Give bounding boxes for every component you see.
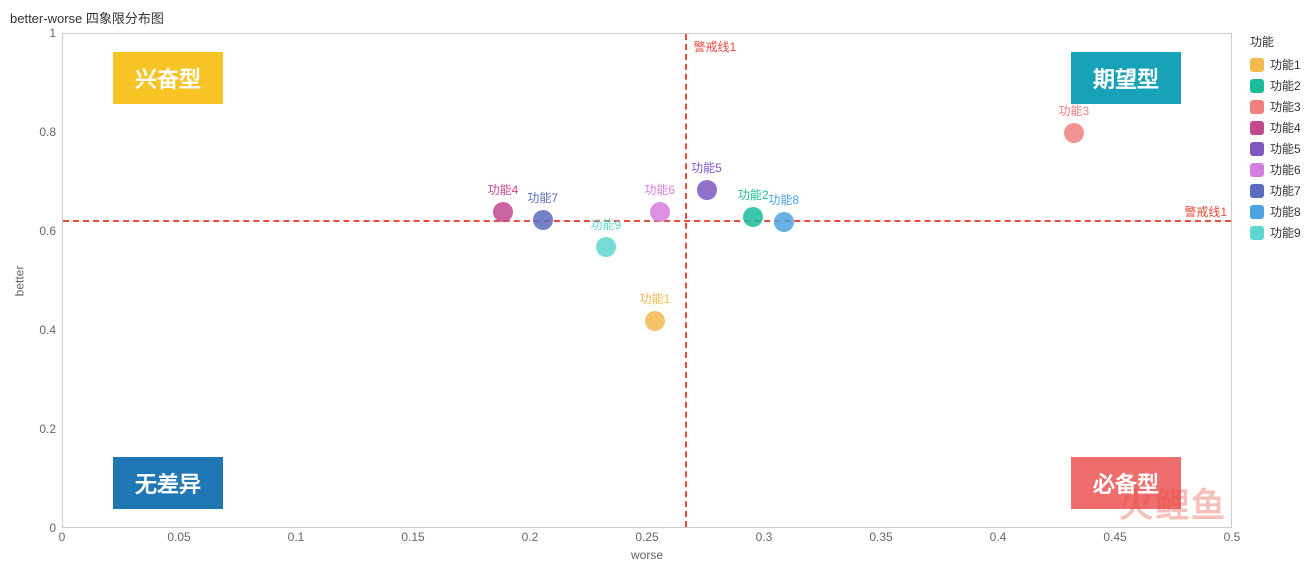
warning-line-vertical xyxy=(685,34,687,527)
x-tick: 0.1 xyxy=(288,530,305,544)
legend-item-1[interactable]: 功能1 xyxy=(1250,56,1301,73)
warning-line-h-label: 警戒线1 xyxy=(1184,203,1227,220)
point-8[interactable] xyxy=(774,212,794,232)
x-tick: 0.45 xyxy=(1103,530,1126,544)
x-tick: 0.4 xyxy=(990,530,1007,544)
legend-label: 功能3 xyxy=(1270,98,1301,115)
point-1[interactable] xyxy=(645,311,665,331)
y-axis-label-box: better xyxy=(8,33,30,528)
quadrant-box-nodiff: 无差异 xyxy=(113,457,223,509)
x-tick: 0.25 xyxy=(635,530,658,544)
legend-label: 功能2 xyxy=(1270,77,1301,94)
legend-item-7[interactable]: 功能7 xyxy=(1250,182,1301,199)
legend-swatch-icon xyxy=(1250,121,1264,135)
legend-swatch-icon xyxy=(1250,58,1264,72)
legend-item-2[interactable]: 功能2 xyxy=(1250,77,1301,94)
legend-item-9[interactable]: 功能9 xyxy=(1250,224,1301,241)
point-2[interactable] xyxy=(743,207,763,227)
point-label-2: 功能2 xyxy=(738,186,769,203)
x-tick: 0.3 xyxy=(756,530,773,544)
legend-swatch-icon xyxy=(1250,79,1264,93)
point-9[interactable] xyxy=(596,237,616,257)
legend-label: 功能1 xyxy=(1270,56,1301,73)
legend-swatch-icon xyxy=(1250,100,1264,114)
point-label-3: 功能3 xyxy=(1059,102,1090,119)
warning-line-v-label: 警戒线1 xyxy=(693,38,736,55)
point-label-4: 功能4 xyxy=(488,181,519,198)
y-tick: 0.6 xyxy=(39,224,56,238)
point-label-7: 功能7 xyxy=(527,189,558,206)
legend-swatch-icon xyxy=(1250,226,1264,240)
legend: 功能 功能1 功能2 功能3 功能4 功能5 功能6 功能7 功能8 功能9 xyxy=(1250,33,1301,245)
legend-title: 功能 xyxy=(1250,33,1301,50)
plot-column: 警戒线1 警戒线1 兴奋型 期望型无差异 必备型 功能1 功能2 功能3 功能4 功能5 功能6 功能… xyxy=(62,33,1232,562)
x-tick: 0 xyxy=(59,530,66,544)
y-tick: 1 xyxy=(49,26,56,40)
point-label-9: 功能9 xyxy=(591,216,622,233)
legend-swatch-icon xyxy=(1250,142,1264,156)
chart-title: better-worse 四象限分布图 xyxy=(10,8,1305,27)
point-4[interactable] xyxy=(493,202,513,222)
point-label-5: 功能5 xyxy=(691,159,722,176)
legend-item-5[interactable]: 功能5 xyxy=(1250,140,1301,157)
legend-swatch-icon xyxy=(1250,163,1264,177)
x-tick: 0.35 xyxy=(869,530,892,544)
x-axis-label: worse xyxy=(62,548,1232,562)
quadrant-box-expect: 期望型 xyxy=(1071,52,1181,104)
chart-container: better 00.20.40.60.81 警戒线1警戒线1兴奋型期望型无差异必… xyxy=(8,33,1305,562)
plot-area: 警戒线1 警戒线1 兴奋型 期望型无差异 必备型 功能1 功能2 功能3 功能4 功能5 功能6 功能… xyxy=(62,33,1232,528)
legend-item-4[interactable]: 功能4 xyxy=(1250,119,1301,136)
legend-label: 功能8 xyxy=(1270,203,1301,220)
point-label-1: 功能1 xyxy=(640,290,671,307)
point-7[interactable] xyxy=(533,210,553,230)
y-tick: 0.4 xyxy=(39,323,56,337)
y-axis-ticks: 00.20.40.60.81 xyxy=(30,33,62,528)
legend-label: 功能9 xyxy=(1270,224,1301,241)
point-label-6: 功能6 xyxy=(644,181,675,198)
point-label-8: 功能8 xyxy=(768,191,799,208)
x-tick: 0.05 xyxy=(167,530,190,544)
x-tick: 0.5 xyxy=(1224,530,1241,544)
x-axis-ticks: 00.050.10.150.20.250.30.350.40.450.5 xyxy=(62,528,1232,546)
y-tick: 0.2 xyxy=(39,422,56,436)
legend-swatch-icon xyxy=(1250,205,1264,219)
legend-label: 功能5 xyxy=(1270,140,1301,157)
point-3[interactable] xyxy=(1064,123,1084,143)
legend-label: 功能7 xyxy=(1270,182,1301,199)
y-tick: 0.8 xyxy=(39,125,56,139)
legend-item-8[interactable]: 功能8 xyxy=(1250,203,1301,220)
legend-label: 功能6 xyxy=(1270,161,1301,178)
y-axis-label: better xyxy=(12,265,26,296)
quadrant-box-excite: 兴奋型 xyxy=(113,52,223,104)
legend-item-6[interactable]: 功能6 xyxy=(1250,161,1301,178)
x-tick: 0.2 xyxy=(522,530,539,544)
y-tick: 0 xyxy=(49,521,56,535)
point-5[interactable] xyxy=(697,180,717,200)
legend-label: 功能4 xyxy=(1270,119,1301,136)
point-6[interactable] xyxy=(650,202,670,222)
legend-item-3[interactable]: 功能3 xyxy=(1250,98,1301,115)
legend-swatch-icon xyxy=(1250,184,1264,198)
x-tick: 0.15 xyxy=(401,530,424,544)
warning-line-horizontal xyxy=(63,220,1231,222)
quadrant-box-must: 必备型 xyxy=(1071,457,1181,509)
